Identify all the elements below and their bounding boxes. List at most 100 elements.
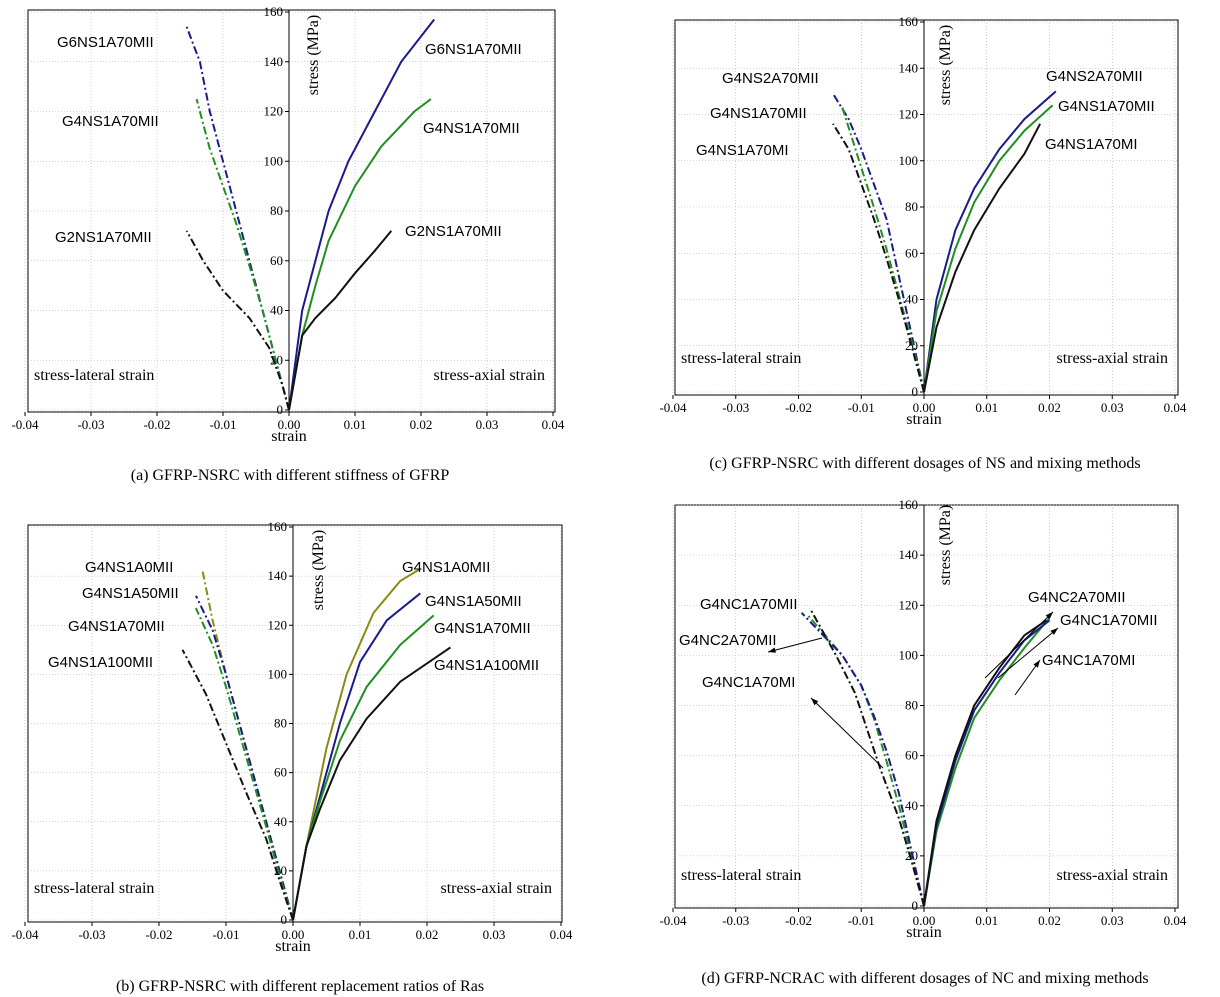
y-tick-label: 0 (912, 898, 919, 913)
y-tick-label: 140 (899, 547, 919, 562)
series-axial-G4NS1A70MI (923, 123, 1041, 393)
y-tick-label: 100 (264, 153, 284, 168)
y-axis-label: stress (MPa) (305, 15, 322, 95)
region-label-lateral: stress-lateral strain (34, 367, 154, 384)
series-label-left: G2NS1A70MII (55, 229, 152, 246)
series-label-left: G4NS2A70MII (722, 70, 819, 87)
y-tick-label: 100 (268, 666, 288, 681)
x-tick-label: -0.02 (145, 927, 172, 942)
series-axial-G4NS1A0MII (292, 567, 421, 921)
y-tick-label: 0 (912, 384, 919, 399)
y-tick-label: 120 (899, 597, 919, 612)
panel-caption: (b) GFRP-NSRC with different replacement… (116, 978, 484, 995)
x-tick-label: 0.03 (483, 927, 506, 942)
y-tick-label: 100 (899, 647, 919, 662)
x-tick-label: 0.02 (416, 927, 439, 942)
x-tick-label: -0.04 (11, 927, 39, 942)
panel-caption: (c) GFRP-NSRC with different dosages of … (709, 455, 1140, 472)
arrow-head (1033, 660, 1040, 668)
y-tick-label: 40 (270, 303, 283, 318)
series-label-left: G4NC1A70MII (700, 596, 798, 613)
plot-frame (674, 19, 1179, 396)
series-label-left: G4NC1A70MI (702, 674, 795, 691)
series-label-right: G4NS1A70MII (434, 620, 531, 637)
series-label-right: G4NS1A0MII (402, 559, 490, 576)
x-tick-label: -0.03 (78, 927, 105, 942)
y-tick-label: 80 (270, 203, 283, 218)
y-tick-label: 140 (264, 54, 284, 69)
series-label-right: G2NS1A70MII (405, 223, 502, 240)
y-tick-label: 140 (899, 60, 919, 75)
series-label-right: G4NS1A70MI (1045, 136, 1138, 153)
series-axial-G4NC1A70MI (923, 619, 1047, 907)
series-label-left: G4NS1A50MII (82, 585, 179, 602)
series-label-right: G4NC1A70MII (1060, 612, 1158, 629)
x-tick-label: -0.01 (848, 913, 875, 928)
series-label-right: G4NS2A70MII (1046, 68, 1143, 85)
series-lateral-G4NS2A70MII (832, 93, 925, 393)
series-label-right: G4NC2A70MII (1028, 589, 1126, 606)
y-tick-label: 160 (268, 519, 288, 534)
x-tick-label: -0.02 (143, 417, 170, 432)
x-tick-label: 0.00 (278, 417, 301, 432)
x-tick-label: 0.02 (1038, 913, 1061, 928)
y-tick-label: 40 (274, 814, 287, 829)
x-tick-label: 0.00 (913, 400, 936, 415)
x-axis-label: strain (906, 924, 942, 941)
y-tick-label: 80 (274, 716, 287, 731)
x-tick-label: 0.01 (975, 400, 998, 415)
annotation-arrow (767, 637, 823, 653)
chart-panel-b: -0.04 -0.03 -0.02 -0.01 0.00 0.01 0.02 0.03 0.04… (11, 519, 572, 995)
chart-panel-d: -0.04 -0.03 -0.02 -0.01 0.00 0.01 0.02 0.03 0.04… (659, 497, 1186, 987)
region-label-lateral: stress-lateral strain (34, 880, 154, 897)
series-lateral-G4NC2A70MII (800, 612, 925, 907)
region-label-axial: stress-axial strain (1056, 350, 1168, 367)
chart-panel-a: -0.04 -0.03 -0.02 -0.01 0.00 0.01 0.02 0.03 0.04… (11, 4, 564, 484)
series-axial-G4NS1A70MII (923, 104, 1054, 393)
x-tick-label: -0.02 (785, 400, 812, 415)
x-tick-label: 0.02 (410, 417, 433, 432)
series-axial-G4NS1A70MII (288, 98, 432, 411)
region-label-axial: stress-axial strain (440, 880, 552, 897)
x-tick-label: -0.03 (722, 913, 749, 928)
x-tick-label: 0.04 (1164, 913, 1187, 928)
series-lateral-G4NS1A70MII (195, 98, 290, 411)
y-tick-label: 40 (905, 292, 918, 307)
y-tick-label: 160 (899, 497, 919, 512)
x-tick-label: -0.03 (722, 400, 749, 415)
arrow-head (1050, 628, 1058, 635)
series-label-right: G6NS1A70MII (425, 41, 522, 58)
y-tick-label: 60 (905, 748, 918, 763)
x-tick-label: 0.01 (344, 417, 367, 432)
series-axial-G6NS1A70MII (288, 18, 435, 411)
region-label-axial: stress-axial strain (1056, 867, 1168, 884)
series-lateral-G4NS1A50MII (195, 595, 294, 921)
series-label-left: G4NS1A70MI (696, 142, 789, 159)
series-lateral-G4NS1A70MI (832, 123, 925, 393)
x-tick-label: -0.04 (659, 400, 687, 415)
y-axis-label: stress (MPa) (937, 25, 954, 105)
x-tick-label: -0.03 (77, 417, 104, 432)
panel-caption: (d) GFRP-NCRAC with different dosages of… (701, 970, 1148, 987)
y-axis-label: stress (MPa) (937, 505, 954, 585)
y-tick-label: 0 (281, 912, 288, 927)
y-tick-label: 140 (268, 568, 288, 583)
x-tick-label: -0.01 (209, 417, 236, 432)
series-label-left: G4NS1A70MII (62, 113, 159, 130)
y-tick-label: 0 (277, 402, 284, 417)
x-tick-label: 0.00 (282, 927, 305, 942)
x-tick-label: -0.01 (212, 927, 239, 942)
annotation-arrow (997, 627, 1059, 679)
plot-frame (674, 504, 1179, 909)
y-tick-label: 80 (905, 698, 918, 713)
y-tick-label: 60 (274, 765, 287, 780)
series-lateral-G4NS1A70MII (194, 607, 294, 921)
series-label-right: G4NS1A50MII (425, 593, 522, 610)
y-tick-label: 120 (899, 107, 919, 122)
series-axial-G4NS1A70MII (292, 614, 435, 921)
annotation-arrow (810, 697, 884, 769)
region-label-lateral: stress-lateral strain (681, 350, 801, 367)
region-label-lateral: stress-lateral strain (681, 867, 801, 884)
series-lateral-G4NC1A70MI (810, 609, 925, 907)
x-tick-label: 0.02 (1038, 400, 1061, 415)
